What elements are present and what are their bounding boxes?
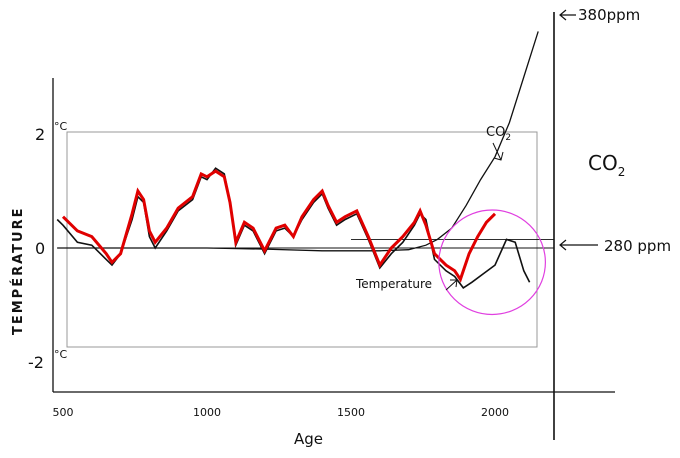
co2-high-arrow [559,9,576,21]
y-tick-label-minus-2: -2 [28,353,44,372]
x-tick-label-1500: 1500 [337,406,365,419]
co2-axis-label: CO2 [588,151,625,179]
y-tick-unit-minus-2: °C [54,348,68,361]
co2-curve-label: CO2 [486,125,511,143]
x-tick-label-500: 500 [53,406,74,419]
y-tick-label-2: 2 [35,125,45,144]
x-tick-label-2000: 2000 [481,406,509,419]
x-tick-label-1000: 1000 [193,406,221,419]
highlight-circle [438,209,546,316]
temperature-label: Temperature [355,277,432,291]
co2-low-arrow [559,239,598,251]
co2-label-arrow [492,142,504,161]
temperature-label-arrow [445,279,458,291]
co2-series-line [57,31,539,252]
x-tick-labels: 500 1000 1500 2000 [53,406,510,419]
x-axis-title: Age [294,430,323,448]
smoothed-temperature-series-line [61,169,497,283]
co2-low-label: 280 ppm [604,237,671,255]
y-tick-label-0: 0 [35,239,45,258]
y-axis-title: TEMPÉRATURE [10,207,26,335]
co2-high-label: 380ppm [578,6,640,24]
y-tick-unit-2: °C [54,120,68,133]
